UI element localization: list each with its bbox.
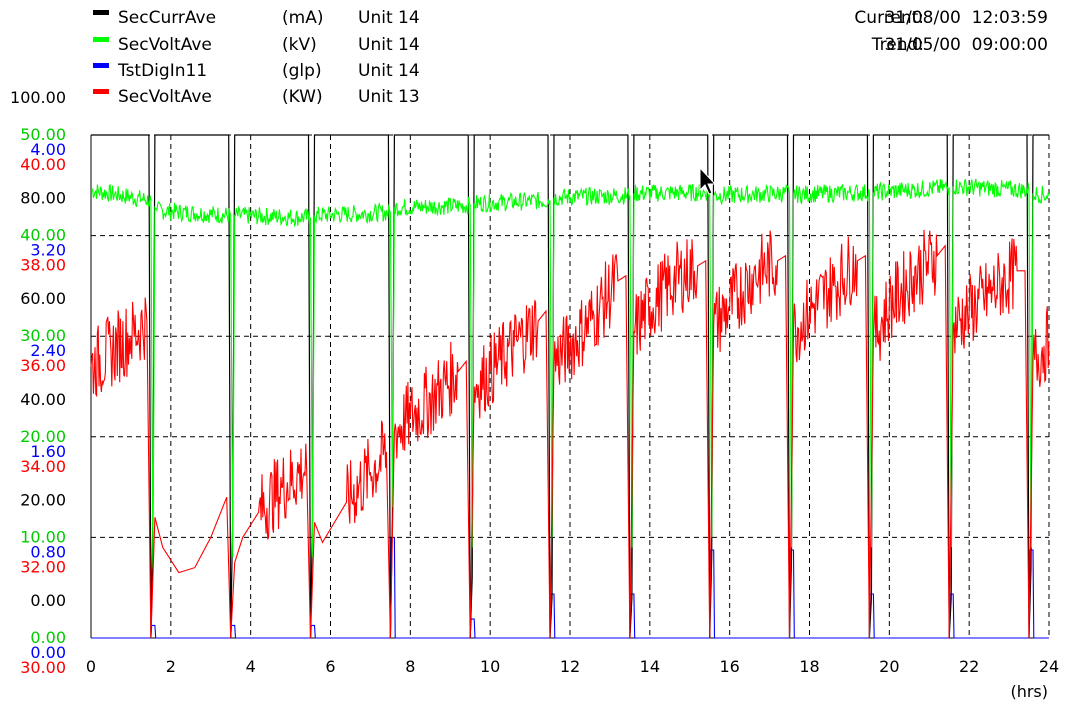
x-tick-label: 14 — [640, 657, 660, 676]
y-tick-label: 20.00 — [20, 427, 66, 446]
legend-source-0: Unit 14 — [358, 8, 420, 28]
x-axis-labels: 0 2 4 6 8 10 12 14 16 18 20 22 24 — [86, 657, 1059, 676]
legend-name-0: SecCurrAve — [118, 8, 216, 28]
y-tick-label: 2.40 — [30, 341, 66, 360]
current-label: Current: — [854, 8, 924, 28]
trend-value: 31/05/00 09:00:00 — [884, 35, 1048, 55]
series-layer — [90, 134, 1050, 639]
legend-entry-3[interactable]: SecVoltAve (KW) Unit 13 — [93, 87, 420, 107]
series-line-0 — [91, 134, 1049, 639]
legend-entry-1[interactable]: SecVoltAve (kV) Unit 14 — [93, 35, 420, 55]
legend-unit-3: (KW) — [282, 87, 323, 107]
x-axis-unit: (hrs) — [1010, 682, 1048, 701]
y-tick-label: 0.00 — [30, 591, 66, 610]
legend-name-2: TstDigIn11 — [117, 61, 207, 81]
series-line-2 — [91, 536, 1049, 639]
y-tick-label: 0.00 — [30, 643, 66, 662]
y-tick-label: 20.00 — [20, 490, 66, 509]
legend-swatch-2 — [93, 63, 109, 68]
x-tick-label: 16 — [719, 657, 739, 676]
legend-name-1: SecVoltAve — [118, 35, 212, 55]
x-tick-label: 4 — [246, 657, 256, 676]
y-tick-label: 4.00 — [30, 140, 66, 159]
x-tick-label: 8 — [405, 657, 415, 676]
y-tick-label: 36.00 — [20, 356, 66, 375]
y-tick-label: 0.80 — [30, 542, 66, 561]
x-tick-label: 0 — [86, 657, 96, 676]
timestamp-header: Current: 31/08/00 12:03:59 Trend: 31/05/… — [854, 8, 1048, 55]
legend: SecCurrAve (mA) Unit 14 SecVoltAve (kV) … — [93, 8, 420, 107]
y-tick-label: 34.00 — [20, 457, 66, 476]
legend-entry-2[interactable]: TstDigIn11 (glp) Unit 14 — [93, 61, 420, 81]
legend-swatch-1 — [93, 37, 109, 42]
y-tick-label: 40.00 — [20, 390, 66, 409]
x-tick-label: 22 — [959, 657, 979, 676]
y-tick-label: 40.00 — [20, 155, 66, 174]
y-tick-label: 3.20 — [30, 241, 66, 260]
y-tick-label: 100.00 — [10, 88, 66, 107]
series-line-1 — [90, 178, 1050, 568]
y-tick-label: 1.60 — [30, 442, 66, 461]
y-tick-label: 30.00 — [20, 326, 66, 345]
trend-label: Trend: — [871, 35, 924, 55]
x-tick-label: 20 — [879, 657, 899, 676]
legend-name-3: SecVoltAve — [118, 87, 212, 107]
legend-unit-2: (glp) — [282, 61, 322, 81]
y-tick-label: 30.00 — [20, 658, 66, 677]
series-line-3 — [90, 229, 1050, 639]
legend-source-2: Unit 14 — [358, 61, 420, 81]
y-tick-label: 80.00 — [20, 189, 66, 208]
y-tick-label: 32.00 — [20, 557, 66, 576]
y-axis-labels: 0.000.000.0030.0020.0010.000.8032.0040.0… — [10, 88, 66, 677]
x-tick-label: 24 — [1039, 657, 1059, 676]
legend-swatch-0 — [93, 10, 109, 15]
y-tick-label: 0.00 — [30, 628, 66, 647]
x-tick-label: 12 — [560, 657, 580, 676]
x-tick-label: 18 — [799, 657, 819, 676]
legend-unit-0: (mA) — [282, 8, 323, 28]
x-tick-label: 2 — [166, 657, 176, 676]
legend-entry-0[interactable]: SecCurrAve (mA) Unit 14 — [93, 8, 420, 28]
legend-source-1: Unit 14 — [358, 35, 420, 55]
legend-source-3: Unit 13 — [358, 87, 420, 107]
y-tick-label: 38.00 — [20, 256, 66, 275]
current-value: 31/08/00 12:03:59 — [884, 8, 1048, 28]
mouse-cursor-icon — [699, 166, 717, 195]
legend-unit-1: (kV) — [282, 35, 317, 55]
y-tick-label: 40.00 — [20, 226, 66, 245]
legend-swatch-3 — [93, 89, 109, 94]
y-tick-label: 10.00 — [20, 527, 66, 546]
y-tick-label: 60.00 — [20, 289, 66, 308]
x-tick-label: 6 — [325, 657, 335, 676]
x-tick-label: 10 — [480, 657, 500, 676]
y-tick-label: 50.00 — [20, 125, 66, 144]
